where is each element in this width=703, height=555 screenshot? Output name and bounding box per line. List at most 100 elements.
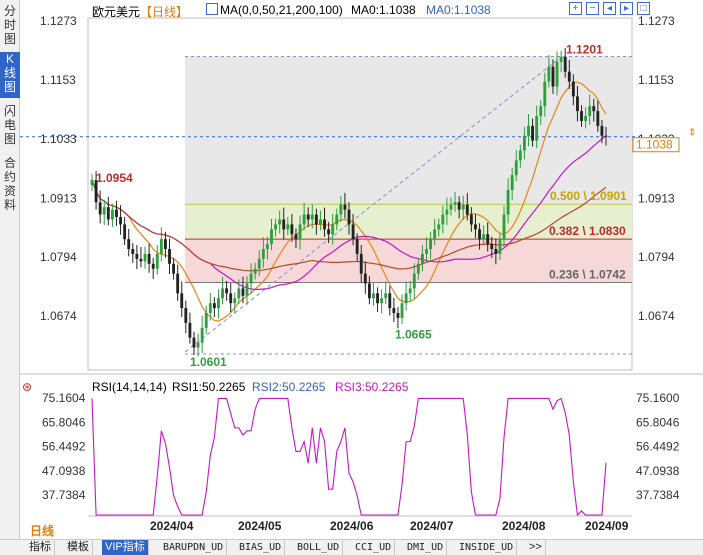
candle-body (298, 224, 302, 240)
rsi-tick-left: 65.8046 (42, 415, 86, 429)
candle-body (347, 209, 351, 225)
candle-body (412, 273, 416, 289)
candle-body (372, 293, 375, 299)
candle-body (274, 224, 277, 230)
candle-body (425, 249, 428, 254)
candle-body (543, 81, 547, 107)
candle-body (192, 337, 196, 348)
candle-body (151, 263, 155, 269)
candle-body (408, 288, 412, 294)
candle-body (486, 234, 490, 245)
candle-body (245, 283, 249, 296)
low-label: 1.0601 (190, 355, 227, 369)
candle-body (119, 217, 122, 225)
rsi-tick-right: 65.8046 (636, 415, 680, 429)
candle-body (331, 224, 335, 235)
tab-inside[interactable]: INSIDE_UD (456, 540, 518, 555)
candle-body (233, 298, 237, 304)
candle-body (102, 207, 106, 215)
candle-body (518, 150, 522, 161)
rsi-tick-right: 37.7384 (636, 488, 680, 502)
tab-flash[interactable]: 闪电图 (3, 104, 16, 146)
rsi-settings-icon[interactable]: ⊛ (22, 380, 33, 394)
tab-bias[interactable]: BIAS_UD (236, 540, 286, 555)
tab-contract-info[interactable]: 合约资料 (3, 156, 16, 212)
candle-body (164, 239, 167, 250)
rsi-tick-right: 75.1600 (636, 391, 680, 405)
ma-line-brown (91, 179, 607, 272)
candle-body (172, 263, 176, 274)
tab-boll[interactable]: BOLL_UD (294, 540, 344, 555)
candle-body (290, 224, 294, 235)
candle-body (421, 253, 424, 264)
candle-body (551, 66, 555, 87)
candle-body (571, 81, 575, 97)
ma0-value-a: MA0:1.1038 (351, 3, 416, 17)
candle-body (143, 253, 147, 262)
maximize-icon[interactable]: □ (637, 2, 650, 15)
candle-body (437, 224, 441, 230)
tab-vip-indicator[interactable]: VIP指标 (102, 540, 149, 555)
candle-body (196, 342, 200, 348)
price-tick-left: 1.1273 (40, 14, 77, 28)
candle-body (494, 249, 498, 254)
candle-body (139, 258, 143, 262)
rsi-header: ⊛ RSI(14,14,14) RSI1:50.2265 RSI2:50.226… (22, 380, 622, 396)
tab-barupdn[interactable]: BARUPDN_UD (160, 540, 228, 555)
price-chart[interactable]: 1.12731.12731.11531.11531.10331.10331.09… (0, 0, 703, 540)
candle-body (596, 111, 600, 126)
candle-body (535, 116, 539, 141)
tab-more[interactable]: >> (526, 540, 546, 555)
candle-body (257, 258, 261, 269)
ma0-value-b: MA0:1.1038 (426, 3, 491, 17)
tab-timeshare[interactable]: 分时图 (3, 4, 16, 46)
candle-body (416, 263, 420, 274)
previous-icon[interactable]: ◂ (603, 2, 616, 15)
candle-body (286, 224, 290, 230)
zoom-in-icon[interactable]: + (569, 2, 582, 15)
rsi-title: RSI(14,14,14) (92, 380, 167, 394)
candle-body (106, 207, 110, 220)
price-tick-right: 1.1153 (638, 73, 674, 87)
fib-label: 0.500 \ 1.0901 (550, 189, 627, 203)
rsi-line (91, 397, 607, 517)
candle-body (310, 214, 314, 220)
rsi-tick-right: 47.0938 (636, 464, 680, 478)
candle-body (180, 293, 184, 309)
tab-dmi[interactable]: DMI_UD (404, 540, 448, 555)
candle-body (253, 268, 257, 274)
period-label[interactable]: 日线 (30, 524, 55, 538)
period-badge[interactable]: 【日线】 (140, 5, 189, 19)
tab-kline[interactable]: K线图 (0, 52, 20, 98)
fib-trend-line (184, 56, 563, 353)
candle-body (188, 322, 192, 338)
start-label: 1.0954 (96, 171, 133, 185)
view-tab-strip: 分时图 K线图 闪电图 合约资料 (0, 0, 20, 540)
candle-body (278, 219, 282, 225)
candle-body (212, 303, 216, 309)
candle-body (604, 135, 608, 137)
candle-body (147, 253, 151, 264)
tab-indicator[interactable]: 指标 (26, 540, 55, 555)
candle-body (204, 313, 208, 328)
candle-body (319, 219, 322, 225)
ma-settings-icon[interactable] (206, 3, 218, 15)
symbol-name: 欧元美元 (92, 5, 141, 19)
candle-body (294, 234, 298, 240)
zoom-out-icon[interactable]: − (586, 2, 599, 15)
price-tick-right: 1.0674 (638, 309, 675, 323)
fib-zone-500 (185, 204, 632, 240)
tab-cci[interactable]: CCI_UD (352, 540, 396, 555)
candle-body (563, 56, 567, 72)
tab-template[interactable]: 模板 (64, 540, 93, 555)
next-icon[interactable]: ▸ (620, 2, 633, 15)
time-tick: 2024/06 (330, 519, 374, 533)
candle-body (115, 209, 118, 218)
price-tick-left: 1.0913 (40, 191, 77, 205)
candle-body (94, 180, 98, 203)
candle-body (482, 234, 486, 240)
candle-body (527, 125, 530, 136)
candle-body (522, 135, 526, 151)
candle-body (498, 239, 502, 254)
candle-body (98, 202, 102, 215)
